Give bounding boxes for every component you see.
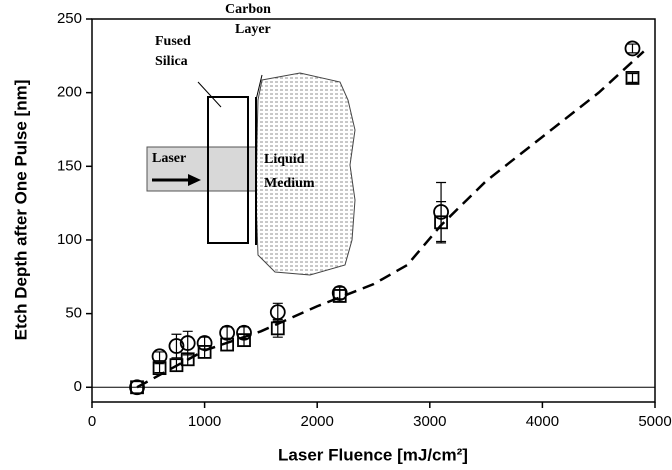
error-bar [154, 363, 165, 374]
y-tick-label: 0 [74, 378, 82, 395]
pointer [197, 81, 222, 108]
x-tick-label: 4000 [526, 413, 559, 430]
y-axis-label: Etch Depth after One Pulse [nm] [11, 80, 30, 341]
pointer [255, 74, 263, 101]
square-marker [220, 337, 235, 352]
square-marker [197, 345, 212, 359]
square-marker [237, 333, 251, 348]
x-tick-label: 2000 [301, 413, 334, 430]
error-bar [182, 330, 193, 356]
circle-marker [129, 379, 145, 396]
error-bar [627, 72, 638, 83]
inset-label: Silica [155, 54, 188, 69]
inset-label: Laser [152, 151, 186, 166]
fused-silica [207, 96, 249, 244]
inset-diagram: Fused Silica Carbon Layer Laser Liquid M… [146, 2, 356, 276]
square-marker [270, 321, 285, 336]
square-marker [180, 352, 195, 367]
inset-label: Liquid [264, 152, 305, 167]
error-bar [154, 351, 165, 362]
x-tick-label: 0 [88, 413, 96, 430]
y-tick-label: 100 [57, 231, 82, 248]
liquid-medium [255, 72, 356, 276]
circle-marker [168, 338, 185, 354]
x-tick-label: 3000 [413, 413, 446, 430]
square-marker [130, 380, 144, 395]
circle-marker [624, 40, 641, 57]
square-marker [152, 361, 167, 376]
y-tick-label: 250 [57, 10, 82, 27]
error-bar [222, 326, 233, 340]
y-tick-label: 150 [57, 157, 82, 174]
x-axis-label: Laser Fluence [mJ/cm²] [278, 445, 468, 464]
inset-label: Medium [264, 176, 315, 191]
x-tick-label: 1000 [188, 413, 221, 430]
inset-label: Carbon [225, 2, 271, 17]
circle-marker [179, 335, 196, 351]
x-tick-label: 5000 [638, 413, 671, 430]
square-marker [625, 71, 640, 85]
error-bar [627, 43, 638, 54]
plot-frame [91, 18, 656, 403]
arrow-head [188, 174, 201, 186]
inset-label: Layer [235, 22, 271, 37]
square-marker [332, 289, 347, 303]
square-marker [434, 215, 448, 230]
error-bar [436, 201, 447, 244]
fit-line [136, 50, 645, 389]
inset-label: Fused [155, 34, 191, 49]
error-bar [199, 345, 210, 359]
y-tick-label: 200 [57, 84, 82, 101]
error-bar [171, 333, 182, 359]
y-tick-label: 50 [65, 305, 82, 322]
